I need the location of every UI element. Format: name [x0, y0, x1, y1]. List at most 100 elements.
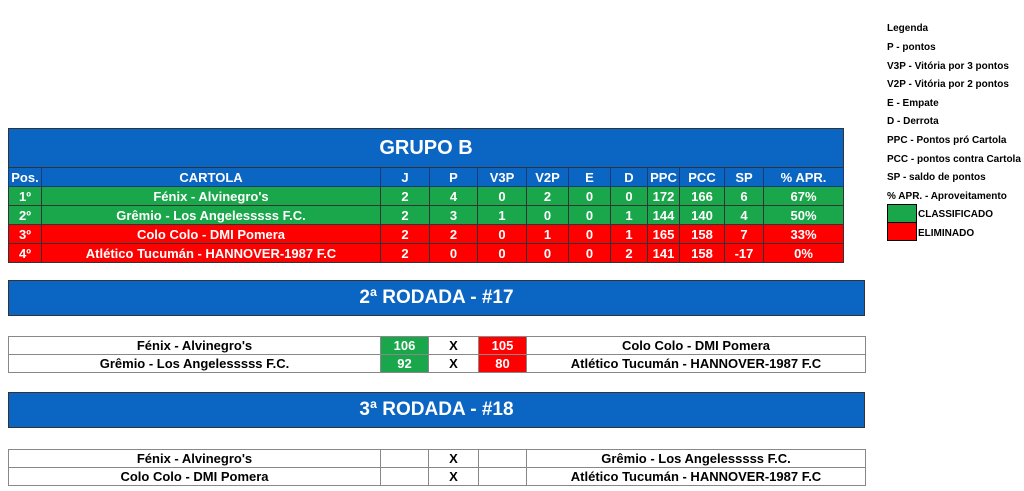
- home-score: 92: [380, 354, 429, 373]
- stat-cell: 6: [724, 186, 764, 206]
- header-cell: PPC: [647, 167, 680, 187]
- legend-item: D - Derrota: [887, 116, 939, 128]
- legend-item: % APR. - Aproveitamento: [887, 190, 1007, 202]
- stat-cell: 2: [380, 186, 430, 206]
- classified-swatch: [887, 204, 917, 223]
- stat-cell: 2º: [8, 205, 42, 225]
- legend-item: V2P - Vitória por 2 pontos: [887, 79, 1009, 91]
- match-row: Grêmio - Los Angelesssss F.C. 92 X 80 Atléti…: [8, 354, 866, 373]
- stat-cell: 33%: [762, 224, 845, 244]
- vs-label: X: [428, 467, 479, 486]
- stat-cell: 50%: [762, 205, 845, 225]
- stat-cell: 172: [647, 186, 680, 206]
- round-3-title: 3ª RODADA - #18: [8, 392, 865, 428]
- eliminated-label: ELIMINADO: [918, 228, 975, 239]
- away-team: Atlético Tucumán - HANNOVER-1987 F.C: [526, 354, 866, 373]
- header-cell: SP: [724, 167, 764, 187]
- vs-label: X: [428, 449, 479, 468]
- match-row: Fénix - Alvinegro's 106 X 105 Colo Colo - DM…: [8, 336, 866, 355]
- eliminated-swatch: [887, 222, 917, 241]
- stat-cell: 0: [429, 243, 478, 263]
- header-cell: E: [568, 167, 611, 187]
- header-cell: J: [380, 167, 430, 187]
- stat-cell: 2: [429, 224, 478, 244]
- stat-cell: 166: [679, 186, 725, 206]
- stat-cell: 0: [568, 243, 611, 263]
- home-score: [380, 467, 429, 486]
- legend-title: Legenda: [887, 23, 929, 34]
- away-score: 105: [478, 336, 527, 355]
- match-row: Colo Colo - DMI Pomera X Atlético Tucumán …: [8, 467, 866, 486]
- header-row: Pos. CARTOLA J P V3P V2P E D PPC PCC SP% APR.: [8, 167, 845, 187]
- header-cell: CARTOLA: [41, 167, 381, 187]
- away-score: [478, 467, 527, 486]
- stat-cell: 0: [477, 243, 527, 263]
- group-standings-table: GRUPO B Pos. CARTOLA J P V3P V2P E D PPC PCC SP% A…: [8, 128, 845, 263]
- classified-label: CLASSIFICADO: [918, 209, 993, 220]
- legend-item: PPC - Pontos pró Cartola: [887, 135, 1007, 146]
- stat-cell: 2: [526, 186, 569, 206]
- legend-item: P - pontos: [887, 42, 936, 53]
- away-score: [478, 449, 527, 468]
- stat-cell: 0: [568, 224, 611, 244]
- team-name: Colo Colo - DMI Pomera: [41, 224, 381, 244]
- home-team: Colo Colo - DMI Pomera: [8, 467, 381, 486]
- standings-row: 3º Colo Colo - DMI Pomera 2 2 0 1 0 1 165 158 7 33%: [8, 224, 845, 244]
- standings-row: 1º Fénix - Alvinegro's 2 4 0 2 0 0 172 166 6 67%: [8, 186, 845, 206]
- stat-cell: 144: [647, 205, 680, 225]
- header-cell: V3P: [477, 167, 527, 187]
- stat-cell: 1: [610, 205, 648, 225]
- team-name: Grêmio - Los Angelesssss F.C.: [41, 205, 381, 225]
- stat-cell: 0: [477, 186, 527, 206]
- stat-cell: 2: [610, 243, 648, 263]
- legend-item: E - Empate: [887, 97, 939, 109]
- header-cell: D: [610, 167, 648, 187]
- stat-cell: 3º: [8, 224, 42, 244]
- home-score: [380, 449, 429, 468]
- stat-cell: 158: [679, 224, 725, 244]
- legend-item: SP - saldo de pontos: [887, 172, 986, 184]
- team-name: Fénix - Alvinegro's: [41, 186, 381, 206]
- stat-cell: 0%: [762, 243, 845, 263]
- stat-cell: 7: [724, 224, 764, 244]
- stat-cell: -17: [724, 243, 764, 263]
- stat-cell: 2: [380, 205, 430, 225]
- header-cell: V2P: [526, 167, 569, 187]
- stat-cell: 165: [647, 224, 680, 244]
- stat-cell: 1: [477, 205, 527, 225]
- stat-cell: 4º: [8, 243, 42, 263]
- stat-cell: 4: [429, 186, 478, 206]
- home-team: Fénix - Alvinegro's: [8, 336, 381, 355]
- group-title: GRUPO B: [8, 128, 844, 168]
- away-score: 80: [478, 354, 527, 373]
- stat-cell: 158: [679, 243, 725, 263]
- stat-cell: 0: [610, 186, 648, 206]
- stat-cell: 0: [568, 205, 611, 225]
- match-row: Fénix - Alvinegro's X Grêmio - Los Angeles…: [8, 449, 866, 468]
- stat-cell: 141: [647, 243, 680, 263]
- header-cell: Pos.: [8, 167, 42, 187]
- standings-row: 2º Grêmio - Los Angelesssss F.C. 2 3 1 0 0 1 144…: [8, 205, 845, 225]
- round-2-title: 2ª RODADA - #17: [8, 280, 865, 316]
- stat-cell: 2: [380, 243, 430, 263]
- header-cell: % APR.: [762, 167, 845, 187]
- stat-cell: 2: [380, 224, 430, 244]
- away-team: Colo Colo - DMI Pomera: [526, 336, 866, 355]
- stat-cell: 140: [679, 205, 725, 225]
- stat-cell: 67%: [762, 186, 845, 206]
- away-team: Grêmio - Los Angelesssss F.C.: [526, 449, 866, 468]
- stat-cell: 1: [526, 224, 569, 244]
- stat-cell: 4: [724, 205, 764, 225]
- home-team: Grêmio - Los Angelesssss F.C.: [8, 354, 381, 373]
- stat-cell: 3: [429, 205, 478, 225]
- vs-label: X: [428, 336, 479, 355]
- standings-row: 4º Atlético Tucumán - HANNOVER-1987 F.C 2 0…: [8, 243, 845, 263]
- round-3-matches: Fénix - Alvinegro's X Grêmio - Los Angeles…: [8, 449, 866, 486]
- stat-cell: 1º: [8, 186, 42, 206]
- header-cell: PCC: [679, 167, 725, 187]
- vs-label: X: [428, 354, 479, 373]
- stat-cell: 0: [526, 205, 569, 225]
- stat-cell: 0: [568, 186, 611, 206]
- round-2-matches: Fénix - Alvinegro's 106 X 105 Colo Colo - DM…: [8, 336, 866, 373]
- stat-cell: 0: [477, 224, 527, 244]
